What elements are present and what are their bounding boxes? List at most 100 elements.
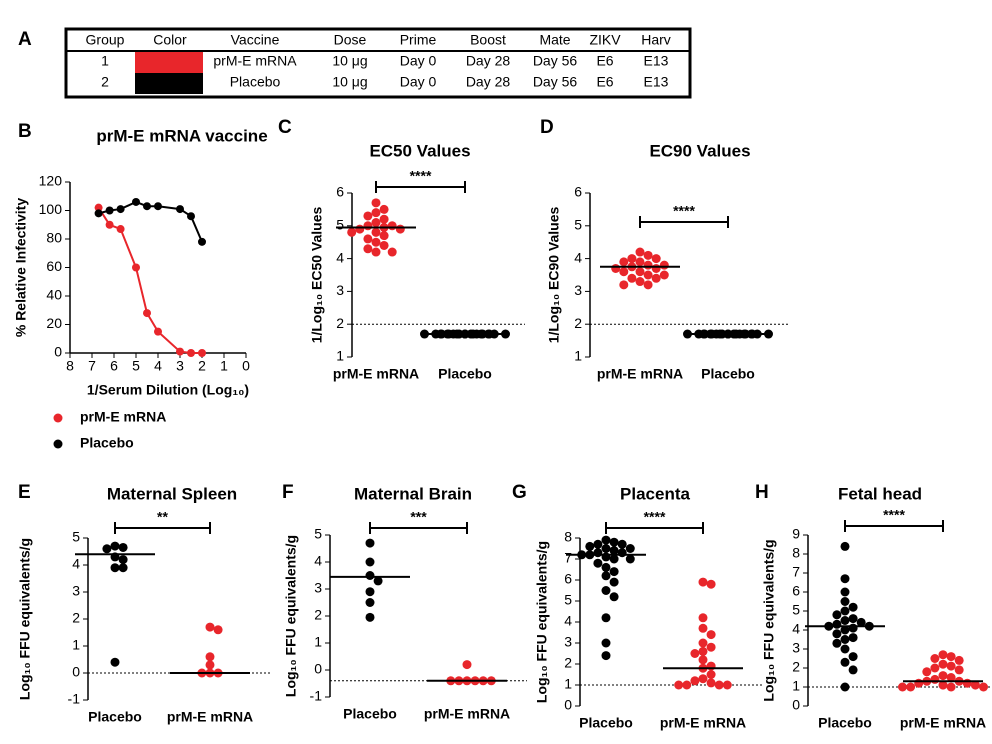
data-point <box>371 247 381 257</box>
x-tick-label: 0 <box>242 358 250 374</box>
significance-label: **** <box>644 509 666 525</box>
significance-bar <box>375 181 466 193</box>
data-point <box>922 667 932 677</box>
panel-letter: D <box>540 117 554 138</box>
y-tick-label: 5 <box>72 529 80 545</box>
data-point <box>954 665 964 675</box>
data-point <box>840 635 850 644</box>
data-point <box>840 587 850 597</box>
y-tick-label: 3 <box>72 583 80 599</box>
category-label: Placebo <box>701 366 755 382</box>
data-point <box>379 231 389 241</box>
data-point <box>371 237 381 247</box>
panel-letter: E <box>18 482 31 503</box>
y-tick-label: -1 <box>310 688 323 704</box>
table-cell: E6 <box>596 53 613 69</box>
table-cell: Placebo <box>230 74 281 90</box>
y-tick-label: 0 <box>72 664 80 680</box>
data-point <box>946 673 956 682</box>
significance-label: *** <box>410 509 427 525</box>
data-point <box>848 602 858 612</box>
data-point <box>601 613 611 623</box>
data-point <box>132 197 140 206</box>
y-tick-label: 3 <box>564 634 572 650</box>
data-point <box>906 682 916 692</box>
data-point <box>848 623 858 633</box>
category-label: Placebo <box>818 715 872 731</box>
chart-title: EC50 Values <box>369 141 470 160</box>
table-cell: Day 0 <box>400 74 437 90</box>
data-point <box>690 649 700 658</box>
data-point <box>832 629 842 639</box>
data-point <box>938 650 948 660</box>
y-tick-label: 120 <box>39 173 63 189</box>
category-label: Placebo <box>579 715 633 731</box>
data-point <box>714 680 724 690</box>
significance-bar <box>844 520 944 532</box>
data-point <box>617 539 627 549</box>
data-point <box>355 224 365 234</box>
x-tick-label: 3 <box>176 358 184 374</box>
significance-label: ** <box>157 509 168 525</box>
significance-bar <box>605 522 704 534</box>
y-tick-label: 100 <box>39 201 63 217</box>
y-tick-label: 7 <box>792 564 800 580</box>
data-point <box>898 682 907 692</box>
data-point <box>94 209 103 218</box>
y-tick-label: 6 <box>564 571 572 587</box>
table-header: Vaccine <box>231 32 280 48</box>
data-point <box>698 577 708 587</box>
y-tick-label: 4 <box>574 249 582 265</box>
data-point <box>698 623 708 633</box>
data-point <box>118 542 128 552</box>
y-tick-label: 1 <box>314 634 322 650</box>
significance-label: **** <box>673 203 695 219</box>
data-point <box>593 539 603 549</box>
data-point <box>365 598 375 607</box>
table-cell: 2 <box>101 74 109 90</box>
panel-letter: G <box>512 482 527 503</box>
data-point <box>371 218 381 228</box>
data-point <box>609 554 619 564</box>
data-point <box>118 563 128 573</box>
data-point <box>118 555 128 565</box>
data-point <box>143 309 151 318</box>
significance-bar <box>369 522 468 534</box>
y-tick-label: 0 <box>54 344 62 360</box>
data-point <box>609 577 619 587</box>
table-cell: Day 28 <box>466 53 511 69</box>
y-tick-label: 2 <box>314 607 322 623</box>
table-header: Dose <box>334 32 367 48</box>
data-point <box>954 655 964 665</box>
category-label: prM-E mRNA <box>167 709 253 725</box>
data-point <box>601 544 611 553</box>
data-point <box>601 638 611 648</box>
data-point <box>627 273 637 283</box>
panel-letter: A <box>18 29 32 50</box>
data-point <box>387 221 397 231</box>
data-point <box>105 206 114 215</box>
y-tick-label: 3 <box>792 640 800 656</box>
data-point <box>627 254 637 264</box>
y-axis-label: Log₁₀ FFU equivalents/g <box>283 535 299 697</box>
x-tick-label: 7 <box>88 358 96 374</box>
data-point <box>110 563 120 573</box>
y-tick-label: 3 <box>574 282 582 298</box>
data-point <box>946 661 956 671</box>
data-point <box>198 237 206 246</box>
y-tick-label: 4 <box>314 553 322 569</box>
legend-marker <box>53 413 63 423</box>
data-point <box>132 263 140 272</box>
data-point <box>635 247 645 257</box>
data-point <box>635 267 645 277</box>
category-label: Placebo <box>88 709 142 725</box>
data-point <box>848 652 858 662</box>
data-point <box>116 205 125 214</box>
chart-title: Maternal Brain <box>354 484 472 503</box>
table-cell: 10 μg <box>332 53 367 69</box>
category-label: prM-E mRNA <box>333 366 419 382</box>
data-point <box>651 273 661 283</box>
data-point <box>213 625 223 635</box>
data-point <box>601 651 611 661</box>
data-point <box>930 674 940 684</box>
